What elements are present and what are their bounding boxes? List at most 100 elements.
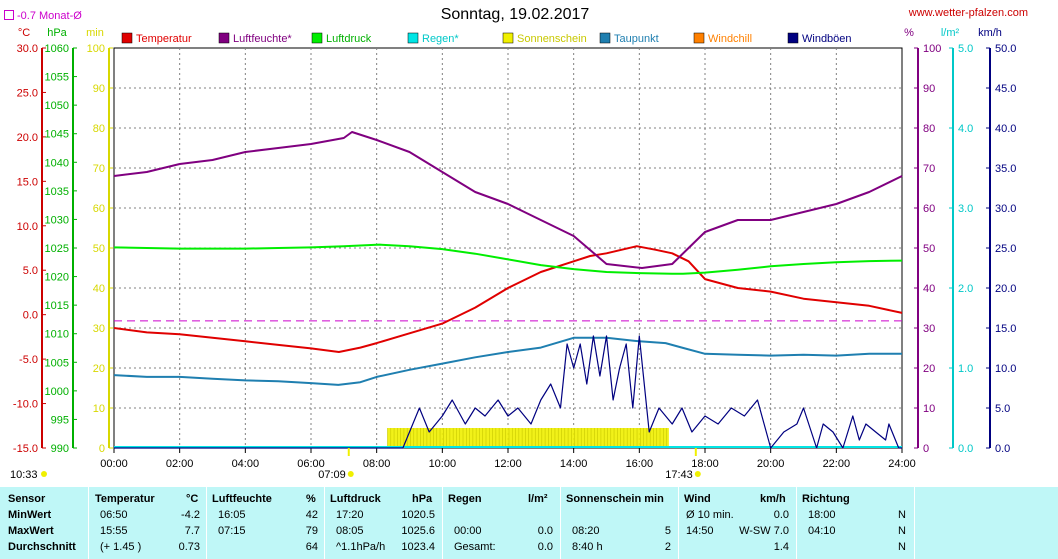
stat-temp-val: 7.7 bbox=[184, 525, 200, 537]
header-wind: Wind bbox=[684, 493, 711, 505]
sun-tick-label: 20 bbox=[93, 363, 105, 375]
press-tick-label: 1055 bbox=[45, 72, 69, 84]
sun-tick-label: 50 bbox=[93, 243, 105, 255]
sunrise-label: 07:09 bbox=[318, 469, 346, 481]
legend-label: Windchill bbox=[708, 33, 752, 45]
press-tick-label: 1000 bbox=[45, 386, 69, 398]
stat-dir-time: 04:10 bbox=[808, 525, 836, 537]
stat-temp-val: -4.2 bbox=[181, 509, 200, 521]
sunshine-bars bbox=[387, 428, 669, 448]
hum-tick-label: 100 bbox=[923, 43, 941, 55]
sun-tick-label: 60 bbox=[93, 203, 105, 215]
legend-item: Luftdruck bbox=[311, 32, 372, 45]
x-tick-label: 04:00 bbox=[232, 458, 260, 470]
sun-tick-label: 90 bbox=[93, 83, 105, 95]
header-hum: Luftfeuchte bbox=[212, 493, 272, 505]
stat-sun-time: 8:40 h bbox=[572, 541, 603, 553]
stat-sun-val: 2 bbox=[664, 541, 671, 553]
press-tick-label: 1025 bbox=[45, 243, 69, 255]
temp-tick-label: 5.0 bbox=[23, 265, 38, 277]
legend-label: Luftfeuchte* bbox=[233, 33, 292, 45]
legend-swatch bbox=[407, 32, 419, 44]
hum-tick-label: 50 bbox=[923, 243, 935, 255]
series-line-temperatur bbox=[113, 245, 903, 353]
temp-tick-label: -15.0 bbox=[13, 443, 38, 455]
temp-tick-label: 25.0 bbox=[17, 87, 38, 99]
temp-tick-label: 10.0 bbox=[17, 221, 38, 233]
stat-wind-val: 0.0 bbox=[773, 509, 789, 521]
column-separator bbox=[324, 487, 325, 559]
press-tick-label: 1035 bbox=[45, 186, 69, 198]
legend-label: Temperatur bbox=[136, 33, 192, 45]
x-tick-label: 14:00 bbox=[560, 458, 588, 470]
stat-hum-val: 42 bbox=[305, 509, 318, 521]
press-tick-label: 995 bbox=[51, 414, 69, 426]
stat-wind-val: 1.4 bbox=[773, 541, 789, 553]
header-sun: Sonnenschein min bbox=[566, 493, 664, 505]
x-tick-label: 24:00 bbox=[888, 458, 916, 470]
legend-item: Taupunkt bbox=[599, 32, 659, 45]
press-tick-label: 1060 bbox=[45, 43, 69, 55]
legend-swatch bbox=[599, 32, 611, 44]
temp-tick-label: 20.0 bbox=[17, 132, 38, 144]
temp-tick-label: 0.0 bbox=[23, 310, 38, 322]
stat-press-time: ^1.1hPa/h bbox=[336, 541, 386, 553]
x-tick-label: 12:00 bbox=[494, 458, 522, 470]
header-direction: Richtung bbox=[802, 493, 850, 505]
wind-tick-label: 30.0 bbox=[995, 203, 1016, 215]
legend-swatch bbox=[502, 32, 514, 44]
x-tick-label: 06:00 bbox=[297, 458, 325, 470]
rain-axis-unit: l/m² bbox=[941, 27, 960, 39]
rain-tick-label: 2.0 bbox=[958, 283, 973, 295]
sun-tick-label: 10 bbox=[93, 403, 105, 415]
stat-sun-val: 5 bbox=[664, 525, 671, 537]
stat-press-val: 1025.6 bbox=[401, 525, 435, 537]
stat-rain-val: 0.0 bbox=[537, 541, 553, 553]
temp-tick-label: -5.0 bbox=[19, 354, 38, 366]
site-link[interactable]: www.wetter-pfalzen.com bbox=[908, 7, 1028, 19]
press-tick-label: 1040 bbox=[45, 157, 69, 169]
header-temp-unit: °C bbox=[186, 493, 199, 505]
column-separator bbox=[560, 487, 561, 559]
legend-label: Taupunkt bbox=[614, 33, 659, 45]
time-left-label: 10:33 bbox=[10, 469, 38, 481]
hum-tick-label: 10 bbox=[923, 403, 935, 415]
wind-tick-label: 10.0 bbox=[995, 363, 1016, 375]
legend-swatch bbox=[218, 32, 230, 44]
x-tick-label: 10:00 bbox=[429, 458, 457, 470]
rain-tick-label: 3.0 bbox=[958, 203, 973, 215]
legend-item: Windchill bbox=[693, 32, 752, 45]
chart-series bbox=[113, 131, 903, 449]
wind-tick-label: 15.0 bbox=[995, 323, 1016, 335]
header-rain-unit: l/m² bbox=[528, 493, 548, 505]
wind-tick-label: 25.0 bbox=[995, 243, 1016, 255]
stat-temp-time: 06:50 bbox=[100, 509, 128, 521]
x-tick-label: 08:00 bbox=[363, 458, 391, 470]
sun-tick-label: 40 bbox=[93, 283, 105, 295]
sun-tick-label: 0 bbox=[99, 443, 105, 455]
stat-dir-val: N bbox=[898, 509, 906, 521]
header-hum-unit: % bbox=[306, 493, 316, 505]
column-separator bbox=[88, 487, 89, 559]
column-separator bbox=[678, 487, 679, 559]
x-tick-label: 00:00 bbox=[100, 458, 128, 470]
header-temp: Temperatur bbox=[95, 493, 155, 505]
series-line-taupunkt bbox=[113, 336, 902, 386]
wind-tick-label: 40.0 bbox=[995, 123, 1016, 135]
legend-item: Luftfeuchte* bbox=[218, 32, 292, 45]
temp-tick-label: -10.0 bbox=[13, 399, 38, 411]
wind-tick-label: 35.0 bbox=[995, 163, 1016, 175]
chart-title: Sonntag, 19.02.2017 bbox=[440, 6, 590, 23]
rain-tick-label: 5.0 bbox=[958, 43, 973, 55]
legend-swatch bbox=[311, 32, 323, 44]
header-press: Luftdruck bbox=[330, 493, 381, 505]
sun-tick-label: 100 bbox=[87, 43, 105, 55]
x-tick-label: 16:00 bbox=[626, 458, 654, 470]
stat-hum-val: 79 bbox=[305, 525, 318, 537]
hum-axis-unit: % bbox=[904, 27, 914, 39]
column-separator bbox=[914, 487, 915, 559]
press-tick-label: 1020 bbox=[45, 272, 69, 284]
press-tick-label: 1005 bbox=[45, 357, 69, 369]
column-separator bbox=[442, 487, 443, 559]
temp-axis-unit: °C bbox=[18, 27, 30, 39]
